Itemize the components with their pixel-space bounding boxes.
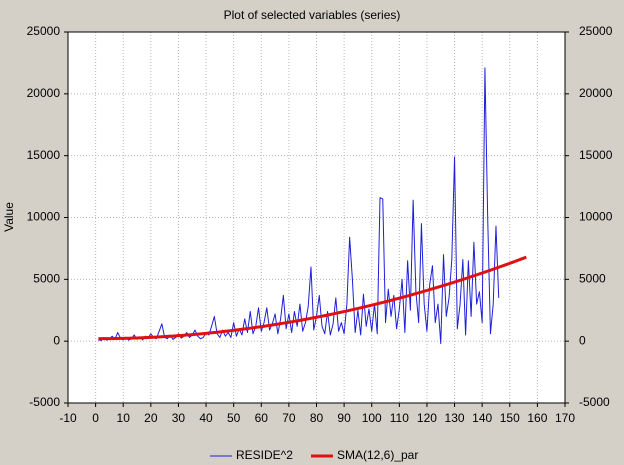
x-tick-label: 100: [362, 411, 382, 425]
y-axis-label: Value: [2, 202, 16, 232]
y2-tick-label: 0: [579, 333, 586, 347]
x-tick-label: 60: [255, 411, 269, 425]
x-tick-label: 70: [282, 411, 296, 425]
y-tick-label: 25000: [27, 24, 61, 38]
x-tick-label: 30: [172, 411, 186, 425]
x-tick-label: -10: [59, 411, 77, 425]
x-tick-label: 160: [527, 411, 547, 425]
x-tick-label: 40: [199, 411, 213, 425]
y-tick-label: 20000: [27, 86, 61, 100]
x-tick-label: 0: [92, 411, 99, 425]
x-tick-label: 120: [417, 411, 437, 425]
y2-tick-label: 10000: [579, 210, 613, 224]
legend-label: SMA(12,6)_par: [337, 448, 418, 462]
y-tick-label: 15000: [27, 148, 61, 162]
y2-tick-label: 25000: [579, 24, 613, 38]
x-tick-label: 20: [144, 411, 158, 425]
y2-tick-label: 15000: [579, 148, 613, 162]
y2-tick-label: 5000: [579, 272, 606, 286]
legend-label: RESIDE^2: [236, 448, 293, 462]
series-line: [98, 255, 527, 341]
x-tick-label: 150: [500, 411, 520, 425]
y2-tick-label: 20000: [579, 86, 613, 100]
x-tick-label: 10: [117, 411, 131, 425]
x-tick-label: 130: [445, 411, 465, 425]
x-tick-label: 80: [310, 411, 324, 425]
y2-tick-label: -5000: [579, 395, 610, 409]
y-tick-label: -5000: [29, 395, 60, 409]
chart-title: Plot of selected variables (series): [224, 8, 401, 22]
plot-frame: [67, 31, 566, 404]
x-tick-label: 90: [337, 411, 351, 425]
y-tick-label: 0: [53, 333, 60, 347]
y-tick-label: 5000: [33, 272, 60, 286]
y-tick-label: 10000: [27, 210, 61, 224]
x-tick-label: 50: [227, 411, 241, 425]
x-tick-label: 170: [555, 411, 575, 425]
x-tick-label: 140: [472, 411, 492, 425]
x-tick-label: 110: [390, 411, 409, 425]
